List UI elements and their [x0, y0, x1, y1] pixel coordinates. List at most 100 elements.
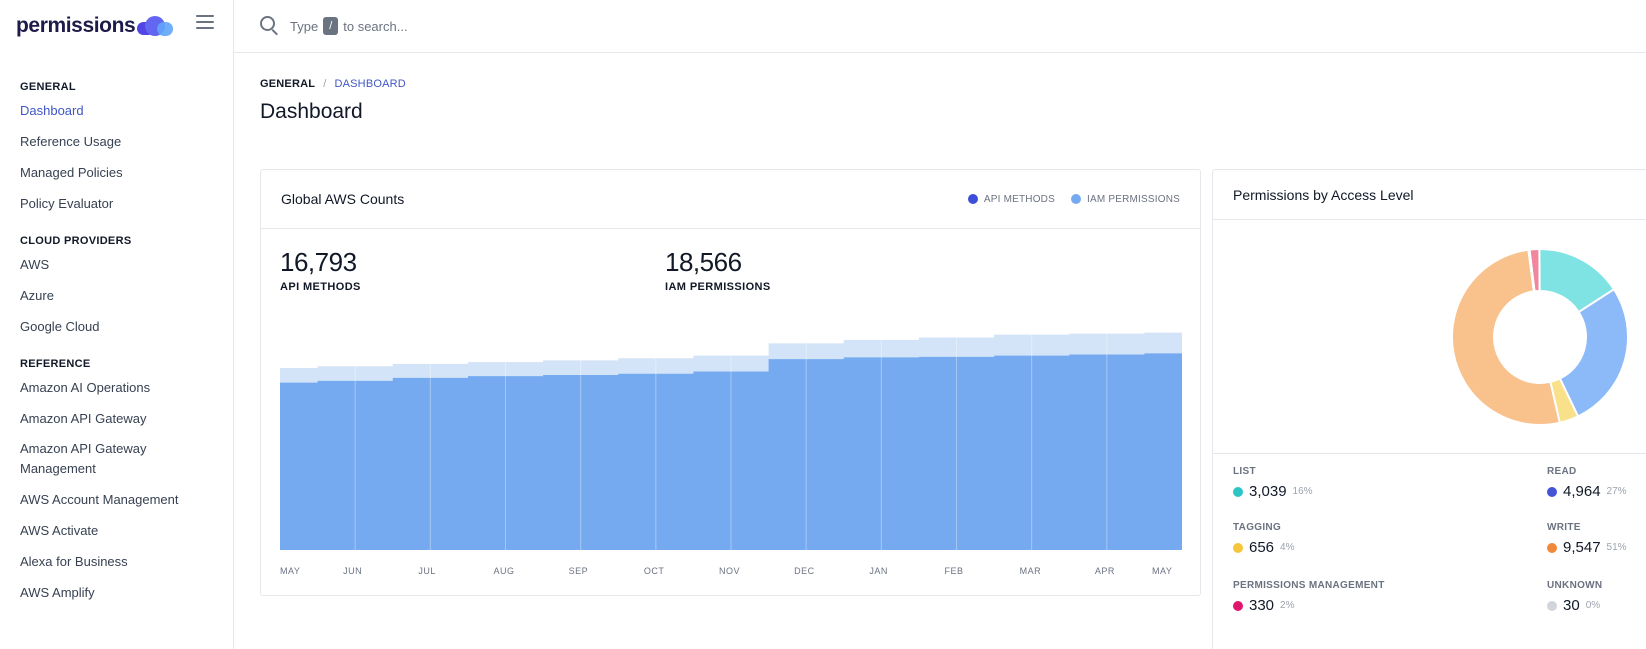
legend-dot-icon: [967, 194, 978, 204]
access-level-percent: 16%: [1292, 486, 1313, 497]
status-dot-icon: [1233, 542, 1243, 553]
access-level-list: LIST 3,039 16%: [1233, 466, 1313, 500]
x-tick-label: DEC: [794, 566, 815, 576]
access-level-value: 656: [1249, 539, 1275, 556]
search-shortcut-key: /: [323, 17, 339, 35]
status-dot-icon: [1547, 542, 1557, 553]
x-tick-label: JUN: [343, 566, 363, 576]
stat-label: API METHODS: [280, 281, 361, 293]
status-dot-icon: [1547, 600, 1557, 611]
breadcrumb-root[interactable]: GENERAL: [260, 78, 316, 90]
breadcrumb-current: DASHBOARD: [334, 78, 406, 90]
donut-wrap: [1213, 220, 1646, 454]
access-level-value: 9,547: [1563, 539, 1601, 556]
donut-slice-unknown[interactable]: [1527, 248, 1536, 293]
access-level-percent: 51%: [1606, 542, 1627, 553]
sidebar-item-dashboard[interactable]: Dashboard: [20, 103, 84, 118]
nav-section-cloud-providers: CLOUD PROVIDERS AWS Azure Google Cloud: [0, 232, 233, 337]
x-tick-label: APR: [1094, 566, 1115, 576]
search-icon[interactable]: [260, 16, 280, 36]
x-tick-label: MAY: [1152, 566, 1173, 576]
sidebar-item-aws[interactable]: AWS: [20, 257, 50, 272]
stat-iam-permissions: 18,566 IAM PERMISSIONS: [665, 247, 771, 293]
status-dot-icon: [1547, 486, 1557, 497]
nav-heading: REFERENCE: [20, 358, 91, 370]
permissions-by-access-level-card: Permissions by Access Level LIST 3,039 16%…: [1212, 169, 1646, 649]
sidebar-item-managed-policies[interactable]: Managed Policies: [20, 165, 123, 180]
donut-slice-write[interactable]: [1451, 248, 1561, 426]
access-level-value: 4,964: [1563, 483, 1601, 500]
stat-api-methods: 16,793 API METHODS: [280, 247, 361, 293]
access-level-row: 656 4%: [1233, 539, 1294, 556]
access-level-row: 9,547 51%: [1547, 539, 1627, 556]
hamburger-menu-icon[interactable]: [196, 15, 214, 29]
nav-section-reference: REFERENCE Amazon AI Operations Amazon AP…: [0, 355, 233, 603]
search-input[interactable]: Type / to search...: [290, 17, 408, 35]
sidebar-item-amazon-api-gateway-management[interactable]: Amazon API Gateway Management: [20, 441, 147, 476]
search-prefix: Type: [290, 18, 319, 34]
top-bar: Type / to search...: [234, 0, 1646, 53]
page-title: Dashboard: [260, 100, 363, 123]
x-tick-label: SEP: [568, 566, 589, 576]
area-series-api-methods[interactable]: [280, 353, 1182, 550]
access-level-unknown: UNKNOWN 30 0%: [1547, 580, 1602, 614]
status-dot-icon: [1233, 600, 1243, 611]
sidebar-item-amazon-ai-operations[interactable]: Amazon AI Operations: [20, 380, 151, 395]
access-level-tagging: TAGGING 656 4%: [1233, 522, 1294, 556]
x-axis: MAY JUN JUL AUG SEP OCT NOV DEC JAN FEB MAR APR MAY: [280, 566, 1182, 580]
nav-heading: GENERAL: [20, 81, 76, 93]
access-level-label: WRITE: [1547, 522, 1581, 533]
access-level-read: READ 4,964 27%: [1547, 466, 1627, 500]
brand-name: permissions: [16, 14, 136, 37]
sidebar-item-reference-usage[interactable]: Reference Usage: [20, 134, 122, 149]
sidebar-item-azure[interactable]: Azure: [20, 288, 54, 303]
access-level-percent: 2%: [1280, 600, 1295, 611]
legend-item-api-methods[interactable]: API METHODS: [967, 193, 1055, 205]
status-dot-icon: [1233, 486, 1243, 497]
access-level-permissions-management: PERMISSIONS MANAGEMENT 330 2%: [1233, 580, 1385, 614]
sidebar-item-policy-evaluator[interactable]: Policy Evaluator: [20, 196, 114, 211]
sidebar-item-amazon-api-gateway[interactable]: Amazon API Gateway: [20, 411, 147, 426]
chart-legend: API METHODS IAM PERMISSIONS: [967, 193, 1180, 205]
sidebar-item-aws-amplify[interactable]: AWS Amplify: [20, 585, 95, 600]
donut-slice-read[interactable]: [1558, 287, 1629, 418]
x-tick-label: AUG: [493, 566, 515, 576]
breadcrumb-separator: /: [323, 78, 327, 90]
legend-item-iam-permissions[interactable]: IAM PERMISSIONS: [1070, 194, 1180, 205]
access-level-label: UNKNOWN: [1547, 580, 1603, 591]
access-level-value: 330: [1249, 597, 1275, 614]
legend-label: API METHODS: [983, 193, 1055, 205]
sidebar-item-alexa-for-business[interactable]: Alexa for Business: [20, 554, 128, 569]
x-tick-label: OCT: [643, 566, 665, 576]
nav-section-general: GENERAL Dashboard Reference Usage Manage…: [0, 78, 233, 214]
brand[interactable]: permissions: [0, 0, 233, 52]
nav-heading: CLOUD PROVIDERS: [20, 235, 132, 247]
access-level-percent: 4%: [1280, 542, 1295, 553]
sidebar-item-aws-activate[interactable]: AWS Activate: [20, 523, 99, 538]
access-level-row: 330 2%: [1233, 597, 1385, 614]
cloud-logo-icon: [137, 16, 177, 38]
sidebar-nav: GENERAL Dashboard Reference Usage Manage…: [0, 52, 233, 603]
access-level-percent: 27%: [1606, 486, 1627, 497]
global-aws-counts-card: Global AWS Counts API METHODS IAM PERMIS…: [260, 169, 1201, 596]
area-chart[interactable]: [280, 310, 1182, 550]
access-level-percent: 0%: [1585, 600, 1601, 611]
stat-label: IAM PERMISSIONS: [665, 281, 771, 293]
x-tick-label: MAY: [280, 566, 301, 576]
sidebar: permissions GENERAL Dashboard Reference …: [0, 0, 234, 649]
x-tick-label: FEB: [944, 566, 964, 576]
main-content: GENERAL / DASHBOARD Dashboard Global AWS…: [234, 53, 1646, 649]
stat-value: 18,566: [665, 247, 742, 277]
access-level-row: 3,039 16%: [1233, 483, 1313, 500]
x-tick-label: NOV: [719, 566, 741, 576]
donut-chart[interactable]: [1445, 242, 1635, 432]
sidebar-item-google-cloud[interactable]: Google Cloud: [20, 319, 100, 334]
card-title: Permissions by Access Level: [1233, 186, 1414, 203]
card-title: Global AWS Counts: [281, 191, 405, 207]
access-level-value: 3,039: [1249, 483, 1287, 500]
stat-value: 16,793: [280, 247, 357, 277]
sidebar-item-aws-account-management[interactable]: AWS Account Management: [20, 492, 179, 507]
legend-dot-icon: [1070, 194, 1081, 204]
access-level-label: READ: [1547, 466, 1577, 477]
